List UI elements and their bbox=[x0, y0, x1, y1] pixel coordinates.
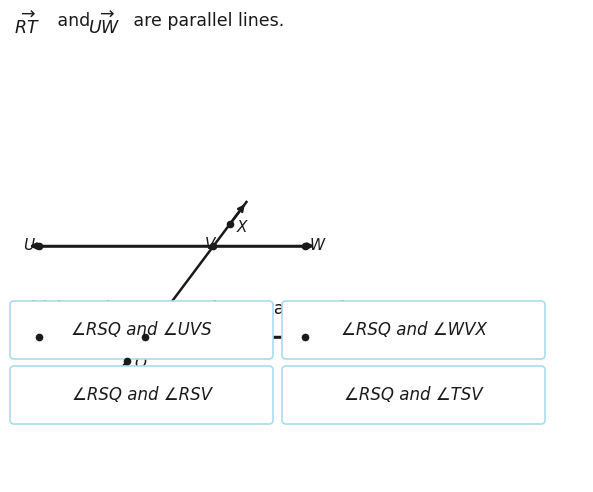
FancyBboxPatch shape bbox=[282, 366, 545, 424]
Text: S: S bbox=[151, 329, 161, 344]
Text: and: and bbox=[52, 12, 95, 30]
FancyBboxPatch shape bbox=[10, 301, 273, 359]
Text: W: W bbox=[310, 238, 324, 253]
Text: ∠RSQ and ∠UVS: ∠RSQ and ∠UVS bbox=[71, 321, 212, 339]
Text: T: T bbox=[310, 329, 319, 344]
Text: U: U bbox=[23, 238, 34, 253]
Text: ∠RSQ and ∠RSV: ∠RSQ and ∠RSV bbox=[72, 386, 212, 404]
Text: ∠RSQ and ∠WVX: ∠RSQ and ∠WVX bbox=[340, 321, 486, 339]
Text: V: V bbox=[205, 237, 216, 252]
Text: $\overrightarrow{UW}$: $\overrightarrow{UW}$ bbox=[88, 12, 120, 38]
Text: ∠RSQ and ∠TSV: ∠RSQ and ∠TSV bbox=[344, 386, 483, 404]
Text: Q: Q bbox=[134, 356, 146, 370]
Text: are parallel lines.: are parallel lines. bbox=[128, 12, 284, 30]
Text: Which angles are supplementary angles?: Which angles are supplementary angles? bbox=[14, 300, 374, 318]
FancyBboxPatch shape bbox=[10, 366, 273, 424]
Text: R: R bbox=[24, 329, 34, 344]
FancyBboxPatch shape bbox=[282, 301, 545, 359]
Text: X: X bbox=[236, 219, 247, 235]
Text: $\overrightarrow{RT}$: $\overrightarrow{RT}$ bbox=[14, 12, 40, 38]
